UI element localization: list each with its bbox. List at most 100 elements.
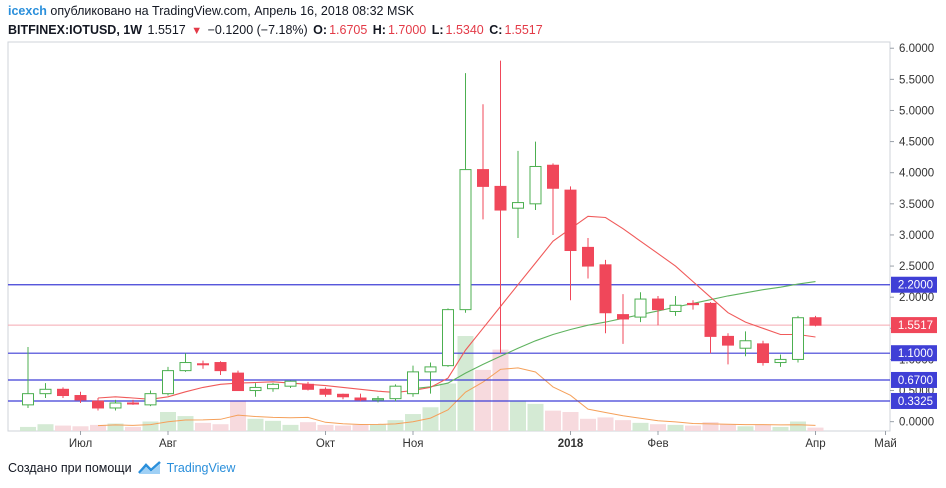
candle-body xyxy=(757,343,769,364)
candle-body xyxy=(512,202,524,209)
candle-body xyxy=(267,383,279,390)
last-price-label: 1.5517 xyxy=(898,320,933,332)
y-tick-label: 2.0000 xyxy=(899,292,934,304)
symbol-info: BITFINEX:IOTUSD, 1W 1.5517 ▼ −0.1200 (−7… xyxy=(8,22,545,39)
candle-body xyxy=(162,370,174,395)
volume-bar xyxy=(650,424,666,431)
candle-body xyxy=(214,362,227,372)
candle-body xyxy=(109,402,122,409)
volume-bar xyxy=(352,424,369,431)
level-price-label: 0.6700 xyxy=(898,375,933,387)
volume-bar xyxy=(597,417,614,431)
volume-bar xyxy=(230,400,246,431)
volume-bar xyxy=(370,424,386,431)
low-value: 1.5340 xyxy=(445,23,484,37)
volume-bar xyxy=(20,426,36,431)
last-price: 1.5517 xyxy=(147,23,186,37)
publish-info: icexch опубликовано на TradingView.com, … xyxy=(8,3,414,19)
symbol-name: BITFINEX:IOTUSD, 1W xyxy=(8,23,143,37)
volume-bar xyxy=(755,424,771,431)
volume-bar xyxy=(195,422,211,431)
volume-bar xyxy=(90,424,106,431)
volume-bar xyxy=(317,424,334,431)
candle-body xyxy=(459,169,472,311)
candle-body xyxy=(529,165,542,205)
y-tick-label: 3.0000 xyxy=(899,230,934,242)
volume-bar xyxy=(125,426,141,431)
candle-body xyxy=(494,185,507,211)
volume-bar xyxy=(580,418,596,431)
candle-body xyxy=(564,189,577,252)
ma-slow-line xyxy=(412,281,816,390)
candle-body xyxy=(92,400,104,409)
high-label: H: xyxy=(372,23,386,37)
tradingview-link[interactable]: TradingView xyxy=(137,460,236,476)
volume-bar xyxy=(247,418,264,431)
y-tick-label: 2.5000 xyxy=(899,261,934,273)
candle-body xyxy=(722,335,734,346)
last-price-label-bg xyxy=(891,317,937,334)
volume-bar xyxy=(685,425,701,431)
author-link[interactable]: icexch xyxy=(8,4,47,18)
level-price-label-bg xyxy=(891,371,937,388)
volume-bar xyxy=(562,412,579,431)
candle-body xyxy=(582,246,594,267)
volume-bar xyxy=(545,410,561,431)
open-value: 1.6705 xyxy=(329,23,368,37)
candle-body xyxy=(39,388,52,395)
x-tick-label: Фев xyxy=(647,438,668,450)
volume-bar xyxy=(440,383,456,431)
volume-bar xyxy=(212,424,229,431)
price-change: −0.1200 (−7.18%) xyxy=(207,23,308,37)
candle-body xyxy=(739,340,752,349)
tradingview-logo-icon xyxy=(137,461,161,474)
candle-body xyxy=(74,395,87,401)
volume-bar xyxy=(510,400,526,431)
tradingview-brand: TradingView xyxy=(166,461,236,475)
volume-bar xyxy=(37,424,54,431)
volume-bar xyxy=(772,426,789,431)
x-tick-label: Июл xyxy=(69,438,92,450)
volume-bar xyxy=(667,424,684,431)
candle-body xyxy=(687,302,699,306)
candle-body xyxy=(22,393,34,406)
level-price-label: 1.1000 xyxy=(898,348,933,360)
y-tick-label: 6.0000 xyxy=(899,43,934,55)
level-price-label-bg xyxy=(891,276,937,293)
candle-body xyxy=(547,164,559,189)
y-tick-label: 5.5000 xyxy=(899,74,934,86)
created-with-text: Создано при помощи xyxy=(8,461,132,475)
y-tick-label: 0.0000 xyxy=(899,417,934,429)
high-value: 1.7000 xyxy=(387,23,427,37)
volume-bar xyxy=(702,422,719,431)
candle-body xyxy=(249,386,262,392)
candle-body xyxy=(617,314,629,320)
volume-bar xyxy=(300,422,316,431)
volume-bar xyxy=(492,349,509,431)
level-price-label-bg xyxy=(891,345,937,362)
volume-bar xyxy=(632,422,649,431)
x-tick-label: 2018 xyxy=(558,438,584,450)
volume-bar xyxy=(282,424,299,431)
candle-body xyxy=(284,380,297,387)
candle-body xyxy=(442,309,454,367)
volume-bar xyxy=(807,427,824,431)
y-tick-label: 3.5000 xyxy=(899,199,934,211)
price-chart[interactable]: 6.0000 5.5000 5.0000 4.5000 4.0000 3.5000 3.00… xyxy=(0,0,946,458)
volume-bar xyxy=(387,420,404,431)
volume-bar xyxy=(457,336,474,431)
candle-body xyxy=(354,397,367,401)
level-price-label-bg xyxy=(891,392,937,409)
ma-fast-line xyxy=(97,215,816,400)
x-tick-label: Авг xyxy=(159,438,177,450)
candle-body xyxy=(634,298,647,318)
plot-area xyxy=(7,41,891,432)
candle-body xyxy=(424,366,437,373)
x-tick-label: Май xyxy=(874,438,897,450)
volume-bar xyxy=(265,420,281,431)
close-value: 1.5517 xyxy=(504,23,543,37)
candle-body xyxy=(774,358,787,364)
candle-body xyxy=(127,402,139,405)
candle-body xyxy=(669,304,682,312)
open-label: O: xyxy=(313,23,328,37)
